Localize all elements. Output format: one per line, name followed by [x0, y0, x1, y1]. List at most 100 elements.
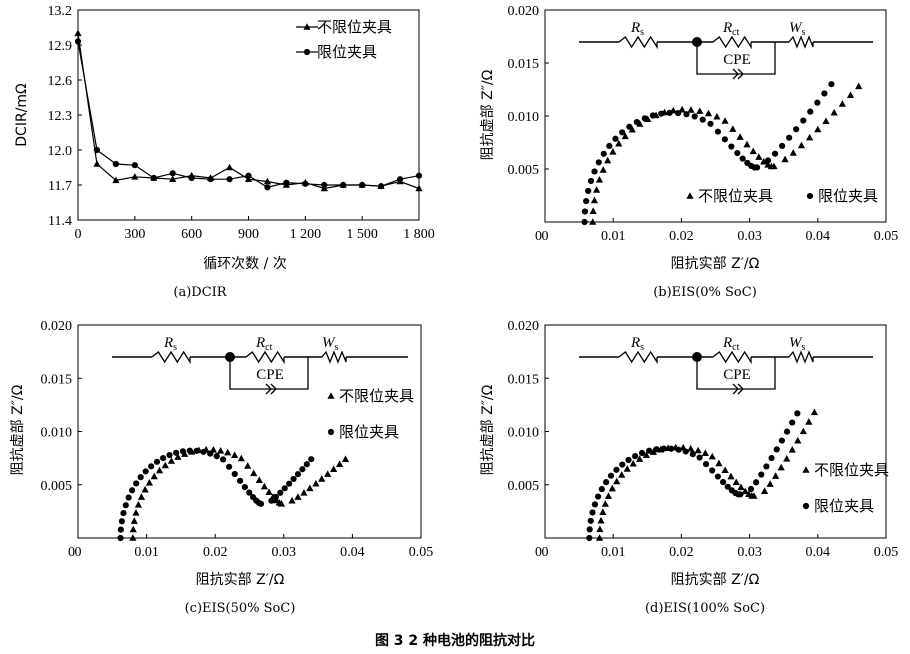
x-tick-label: 0	[542, 545, 549, 560]
y-tick-label: 0.020	[508, 4, 540, 19]
data-point-triangle	[294, 493, 302, 500]
y-tick-label: 0.020	[508, 319, 540, 334]
data-point-triangle	[145, 479, 153, 486]
data-point-triangle	[599, 166, 607, 173]
data-point-triangle	[604, 492, 613, 499]
data-point-triangle	[225, 163, 234, 171]
data-point-circle	[207, 176, 214, 183]
data-point-triangle	[704, 109, 713, 117]
origin-label: 0	[535, 229, 542, 244]
legend-marker-triangle	[686, 192, 694, 199]
data-point-circle	[581, 208, 589, 215]
panel-caption: (a)DCIR	[173, 285, 227, 300]
y-tick-label: 0.015	[41, 372, 73, 387]
y-tick-label: 13.2	[48, 4, 73, 19]
y-tick-label: 12.9	[48, 39, 73, 54]
legend-marker-triangle	[303, 23, 311, 30]
data-point-circle	[699, 116, 706, 123]
legend-marker-circle	[806, 192, 814, 200]
cpe-symbol	[265, 383, 272, 395]
data-point-triangle	[696, 107, 704, 114]
panel-c-eis-50: (c)EIS(50% SoC) 阻抗实部 Z′/Ω 阻抗虚部 Z″/Ω 0 0.01 0.…	[10, 319, 433, 616]
data-point-circle	[714, 473, 721, 480]
data-point-circle	[587, 517, 594, 524]
data-point-circle	[786, 134, 793, 141]
data-point-triangle	[330, 465, 338, 473]
data-point-circle	[166, 451, 173, 459]
rct-label-main: R	[722, 335, 732, 351]
data-point-circle	[241, 483, 248, 491]
data-point-circle	[231, 470, 238, 478]
data-point-triangle	[169, 175, 177, 182]
data-point-triangle	[74, 29, 82, 37]
data-point-circle	[396, 176, 404, 183]
data-point-circle	[586, 526, 593, 533]
data-point-triangle	[335, 460, 344, 468]
cpe-symbol	[737, 383, 744, 395]
y-tick-label: 0.005	[41, 479, 73, 494]
legend-label: 不限位夹具	[814, 461, 889, 479]
y-tick-label: 11.7	[48, 179, 72, 194]
data-point-circle	[719, 478, 727, 486]
data-point-circle	[193, 447, 200, 454]
data-point-circle	[160, 454, 167, 462]
figure-caption: 图 3 2 种电池的阻抗对比	[375, 632, 535, 649]
data-point-circle	[649, 112, 656, 119]
x-tick-label: 0.01	[134, 545, 159, 560]
data-point-circle	[660, 445, 667, 452]
data-point-circle	[794, 410, 801, 417]
data-point-circle	[753, 479, 760, 486]
data-point-triangle	[599, 508, 607, 515]
data-point-circle	[179, 448, 187, 455]
data-point-triangle	[783, 455, 791, 462]
data-point-circle	[632, 453, 639, 460]
data-point-circle	[359, 181, 366, 189]
data-point-circle	[619, 129, 626, 136]
data-point-circle	[821, 90, 828, 97]
data-point-triangle	[224, 448, 232, 456]
data-point-triangle	[846, 91, 855, 99]
data-point-circle	[646, 447, 653, 454]
data-point-circle	[112, 160, 119, 168]
data-point-circle	[131, 162, 138, 169]
legend-label: 不限位夹具	[339, 387, 414, 405]
data-point-circle	[793, 126, 800, 133]
x-tick-label: 0.02	[669, 229, 694, 244]
x-tick-label: 0.04	[806, 545, 831, 560]
resistor-rct	[712, 35, 752, 50]
data-point-circle	[585, 187, 592, 194]
x-tick-label: 0	[542, 229, 549, 244]
x-tick-label: 0.02	[203, 545, 228, 560]
data-point-triangle	[112, 176, 120, 184]
data-point-circle	[268, 497, 275, 504]
data-point-circle	[783, 428, 791, 435]
data-point-circle	[281, 485, 288, 492]
data-point-circle	[707, 120, 714, 127]
data-point-triangle	[590, 196, 599, 204]
data-point-triangle	[708, 452, 716, 460]
data-point-triangle	[318, 475, 326, 482]
data-point-triangle	[772, 472, 780, 479]
data-point-triangle	[161, 461, 169, 469]
data-point-circle	[286, 480, 293, 487]
warburg-ws	[788, 350, 814, 364]
data-point-triangle	[134, 500, 143, 508]
data-point-triangle	[596, 525, 604, 533]
data-point-triangle	[592, 186, 601, 193]
data-point-circle	[758, 471, 765, 478]
ws-label-main: W	[789, 335, 803, 351]
data-point-circle	[778, 437, 785, 444]
legend-label: 限位夹具	[818, 187, 878, 205]
data-point-circle	[272, 493, 279, 501]
rct-label-main: R	[255, 335, 265, 351]
data-point-triangle	[141, 485, 149, 493]
data-point-circle	[321, 181, 328, 189]
data-point-triangle	[589, 218, 597, 225]
data-point-circle	[148, 463, 155, 470]
y-axis-label: 阻抗虚部 Z″/Ω	[10, 384, 26, 475]
x-tick-label: 600	[181, 227, 202, 242]
rs-label-main: R	[630, 335, 640, 351]
